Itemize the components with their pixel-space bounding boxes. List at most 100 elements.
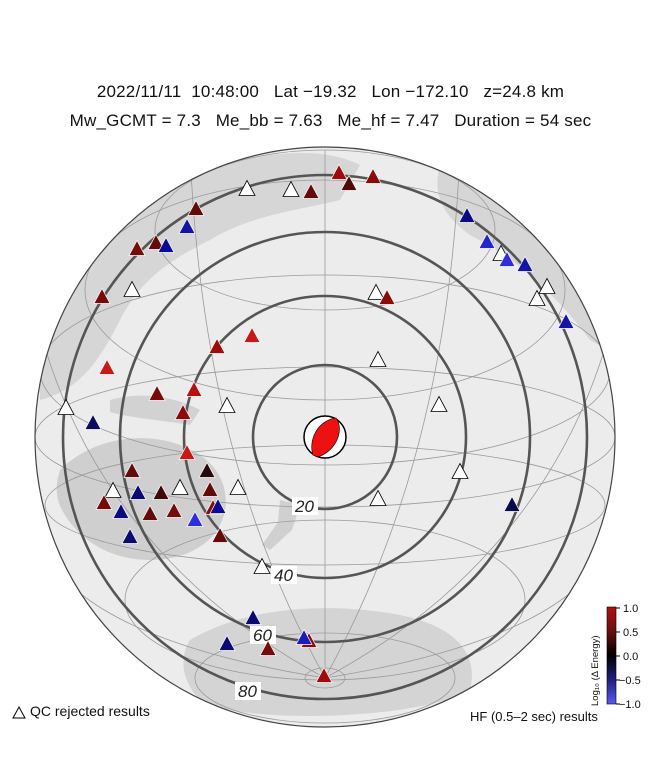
station-marker	[340, 174, 358, 191]
event-time: 10:48:00	[191, 82, 260, 101]
station-marker-qc-rejected	[538, 277, 556, 294]
magnitude-info-line: Mw_GCMT = 7.3 Me_bb = 7.63 Me_hf = 7.47 …	[0, 111, 661, 131]
focal-mechanism-beachball	[303, 415, 347, 459]
land-north-america	[437, 165, 615, 360]
distance-label-20: 20	[294, 497, 314, 516]
station-marker	[141, 504, 159, 521]
qc-rejected-legend-label: QC rejected results	[30, 703, 150, 719]
station-marker	[315, 666, 333, 683]
graticule-line	[324, 149, 461, 679]
colorbar-tick-label: −1.0	[619, 699, 641, 711]
station-marker	[557, 312, 575, 329]
distance-ring-40	[182, 294, 468, 580]
station-marker-qc-rejected	[218, 396, 236, 413]
station-marker-qc-rejected	[451, 462, 469, 479]
station-marker	[95, 493, 113, 510]
station-marker	[458, 206, 476, 223]
station-marker-qc-rejected	[367, 283, 385, 300]
station-marker	[174, 403, 192, 420]
station-marker	[478, 232, 496, 249]
beachball-compressional-quadrant	[311, 417, 340, 458]
station-marker-qc-rejected	[171, 478, 189, 495]
station-marker-qc-rejected	[229, 478, 247, 495]
station-marker	[84, 413, 102, 430]
station-marker	[295, 628, 313, 645]
globe-outline	[34, 146, 616, 728]
station-marker	[516, 255, 534, 272]
station-marker	[148, 384, 166, 401]
station-marker	[185, 380, 203, 397]
station-marker	[152, 483, 170, 500]
distance-label-60: 60	[253, 626, 272, 645]
station-marker	[147, 233, 165, 250]
station-marker	[123, 461, 141, 478]
ring-label-bg	[250, 626, 276, 644]
event-lon: Lon −172.10	[371, 82, 469, 101]
me-bb: Me_bb = 7.63	[215, 111, 323, 130]
station-marker	[186, 510, 204, 527]
graticule-line	[189, 149, 326, 679]
station-marker-qc-rejected	[369, 489, 387, 506]
station-marker-qc-rejected	[430, 395, 448, 412]
event-date: 2022/11/11	[96, 82, 182, 101]
colorbar-tick-label: −0.5	[619, 675, 641, 687]
station-marker-qc-rejected	[238, 179, 256, 196]
distance-label-80: 80	[238, 682, 257, 701]
station-marker	[244, 608, 262, 625]
distance-ring-20	[251, 363, 399, 511]
event-depth: z=24.8 km	[483, 82, 565, 101]
colorbar-gradient	[606, 606, 617, 705]
station-marker	[121, 527, 139, 544]
qc-rejected-legend-triangle	[12, 705, 26, 719]
ring-label-bg	[271, 566, 297, 584]
station-marker	[378, 288, 396, 305]
me-hf: Me_hf = 7.47	[337, 111, 440, 130]
station-marker-qc-rejected	[369, 350, 387, 367]
station-marker	[201, 480, 219, 497]
station-marker	[198, 461, 216, 478]
station-marker	[503, 495, 521, 512]
station-marker	[218, 634, 236, 651]
distance-rings	[61, 173, 589, 701]
colorbar-tick-label: 1.0	[623, 603, 638, 615]
station-marker	[330, 163, 348, 180]
distance-labels: 20 40 60 80	[235, 497, 318, 701]
station-marker	[259, 639, 277, 656]
ring-label-bg	[235, 682, 261, 700]
mw-gcmt: Mw_GCMT = 7.3	[69, 111, 201, 130]
station-marker	[364, 167, 382, 184]
station-marker	[129, 483, 147, 500]
distance-label-40: 40	[274, 566, 293, 585]
colorbar-title: Log₁₀ (Δ Energy)	[590, 635, 601, 706]
event-lat: Lat −19.32	[273, 82, 357, 101]
station-marker	[211, 526, 229, 543]
station-marker	[208, 337, 226, 354]
station-markers	[57, 163, 575, 683]
station-marker-qc-rejected	[57, 398, 75, 415]
distance-ring-60	[118, 230, 532, 644]
station-marker	[128, 239, 146, 256]
station-marker-qc-rejected	[104, 481, 122, 498]
station-marker	[112, 502, 130, 519]
station-marker	[498, 250, 516, 267]
colorbar: 1.0 0.5 0.0 −0.5 −1.0 Log₁₀ (Δ Energy)	[590, 603, 641, 711]
colorbar-tick-label: 0.5	[623, 627, 638, 639]
station-marker-qc-rejected	[123, 280, 141, 297]
event-info-line: 2022/11/11 10:48:00 Lat −19.32 Lon −172.…	[0, 82, 661, 102]
station-marker	[93, 287, 111, 304]
station-marker	[98, 358, 116, 375]
station-marker	[178, 217, 196, 234]
colorbar-tick-label: 0.0	[623, 651, 638, 663]
station-marker-qc-rejected	[282, 180, 300, 197]
station-marker-qc-rejected	[528, 289, 546, 306]
station-marker	[187, 199, 205, 216]
hf-results-legend-label: HF (0.5–2 sec) results	[470, 709, 598, 724]
station-marker	[178, 443, 196, 460]
station-marker	[302, 182, 320, 199]
station-marker	[209, 497, 227, 514]
duration: Duration = 54 sec	[454, 111, 592, 130]
station-marker-qc-rejected	[253, 557, 271, 574]
station-marker	[157, 236, 175, 253]
ring-label-bg	[292, 497, 318, 515]
